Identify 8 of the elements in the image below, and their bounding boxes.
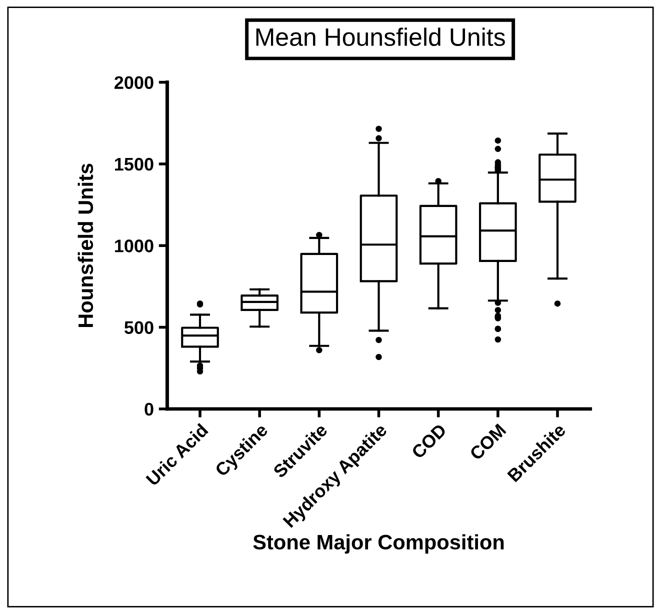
x-axis-title: Stone Major Composition	[253, 534, 504, 554]
y-tick-label: 500	[124, 321, 154, 334]
y-tick-label: 1000	[115, 240, 154, 252]
y-tick-label: 2000	[114, 76, 154, 89]
y-axis-title: Hounsfield Units	[78, 164, 94, 327]
y-tick-label: 0	[144, 402, 154, 416]
y-tick-label: 1500	[115, 158, 154, 171]
chart-title: Mean Hounsfield Units	[256, 28, 505, 46]
